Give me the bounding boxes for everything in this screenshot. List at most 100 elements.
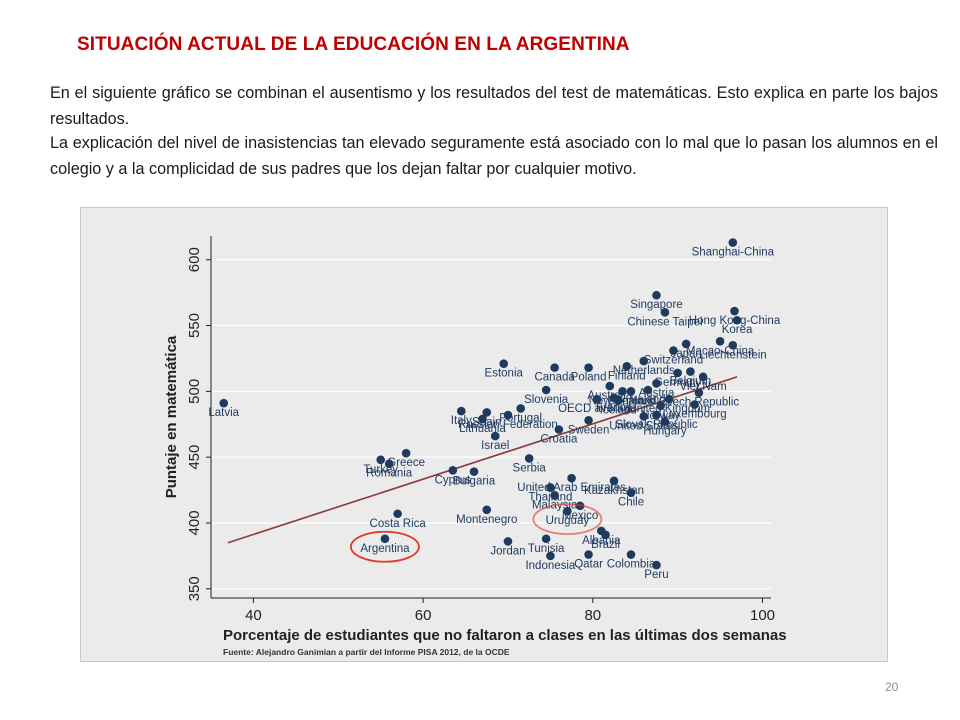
point-label-korea: Korea: [722, 324, 753, 336]
point-label-costa-rica: Costa Rica: [370, 518, 427, 530]
point-united-states: [639, 412, 649, 421]
x-tick-label: 100: [750, 607, 775, 624]
point-label-viet-nam: Viet Nam: [680, 381, 727, 393]
point-label-germany: Germany: [654, 377, 702, 389]
point-label-greece: Greece: [387, 457, 425, 469]
point-russian-federation: [503, 410, 513, 420]
point-label-new-zealand: New Zealand: [589, 395, 657, 407]
point-label-serbia: Serbia: [513, 462, 547, 474]
point-jordan: [503, 537, 513, 546]
point-austria: [652, 379, 661, 388]
point-label-iceland: Iceland: [600, 405, 637, 417]
point-viet-nam: [698, 372, 708, 382]
y-tick-label: 450: [186, 445, 203, 470]
point-singapore: [652, 290, 661, 300]
y-axis-title: Puntaje en matemática: [163, 335, 180, 498]
point-canada: [550, 363, 559, 372]
point-portugal: [516, 404, 525, 413]
point-label-oecd-average: OECD average: [558, 403, 636, 415]
point-label-finland: Finland: [608, 370, 646, 382]
highlight-circle-uruguay: [532, 503, 603, 536]
point-kazakhstan: [609, 476, 619, 486]
point-label-japan: Japan: [670, 348, 701, 360]
point-colombia: [626, 550, 636, 559]
point-peru: [652, 560, 661, 570]
point-slovak-republic: [652, 410, 661, 420]
y-tick-label: 550: [186, 313, 203, 338]
point-ireland: [643, 385, 653, 395]
highlight-circle-argentina: [350, 530, 420, 563]
point-greece: [401, 448, 411, 458]
point-turkey: [376, 455, 385, 465]
page-number: 20: [885, 680, 899, 694]
trend-line: [227, 376, 738, 544]
point-germany: [673, 368, 682, 378]
point-hong-kong-china: [730, 306, 739, 316]
point-united-arab-emirates: [567, 473, 576, 483]
point-label-indonesia: Indonesia: [525, 560, 575, 572]
point-label-lithuania: Lithuania: [459, 423, 506, 435]
point-uruguay: [563, 506, 572, 516]
y-tick-label: 500: [186, 379, 203, 404]
x-tick-label: 60: [415, 607, 432, 624]
point-label-qatar: Qatar: [574, 559, 603, 571]
y-tick-label: 600: [186, 247, 203, 272]
point-label-france: France: [596, 402, 632, 414]
y-tick-label: 400: [186, 510, 203, 535]
point-label-luxembourg: Luxembourg: [663, 408, 727, 420]
point-brazil: [601, 530, 610, 540]
point-label-canada: Canada: [534, 372, 575, 384]
point-oecd-average: [592, 394, 602, 404]
point-japan: [681, 339, 691, 349]
x-tick-label: 40: [245, 607, 262, 624]
explanation-paragraph: La explicación del nivel de inasistencia…: [50, 134, 938, 178]
point-bulgaria: [469, 467, 479, 476]
point-label-sweden: Sweden: [568, 424, 610, 436]
chart-canvas: 350 400 450 500 550 600 40 60 80 100 Puntaje en ma…: [163, 236, 787, 657]
point-label-colombia: Colombia: [607, 559, 656, 571]
point-label-ireland: Ireland: [630, 394, 665, 406]
point-label-liechtenstein: Liechtenstein: [699, 349, 767, 361]
point-label-cyprus: Cyprus: [435, 474, 472, 486]
point-sweden: [584, 415, 593, 425]
plot-area: [211, 236, 771, 598]
point-label-romania: Romania: [366, 468, 413, 480]
point-label-shanghai-china: Shanghai-China: [692, 247, 775, 259]
point-spain: [482, 408, 492, 417]
point-netherlands: [639, 356, 649, 366]
point-label-jordan: Jordan: [490, 545, 525, 557]
point-label-kazakhstan: Kazakhstan: [584, 485, 644, 497]
point-denmark: [626, 387, 636, 396]
point-label-latvia: Latvia: [208, 407, 239, 419]
point-label-united-kingdom: United Kingdom: [628, 403, 710, 415]
point-serbia: [524, 454, 534, 463]
point-croatia: [554, 425, 564, 434]
point-label-slovak-republic: Slovak Republic: [615, 419, 698, 431]
point-label-slovenia: Slovenia: [524, 394, 569, 406]
slide-title: SITUACIÓN ACTUAL DE LA EDUCACIÓN EN LA A…: [77, 34, 630, 55]
point-label-macao-china: Macao-China: [686, 345, 755, 357]
point-label-singapore: Singapore: [630, 299, 682, 311]
point-costa-rica: [393, 509, 402, 519]
scatter-chart: 350 400 450 500 550 600 40 60 80 100 Puntaje en ma…: [80, 207, 888, 662]
point-tunisia: [541, 534, 551, 544]
point-montenegro: [482, 505, 492, 515]
point-label-estonia: Estonia: [485, 368, 524, 380]
point-label-switzerland: Switzerland: [644, 355, 703, 367]
point-label-argentina: Argentina: [360, 543, 410, 555]
point-norway: [656, 401, 665, 411]
point-label-chinese-taipei: Chinese Taipei: [627, 316, 702, 328]
point-hungary: [660, 417, 670, 426]
point-label-hungary: Hungary: [643, 426, 687, 438]
point-label-montenegro: Montenegro: [456, 514, 517, 526]
point-label-israel: Israel: [481, 440, 509, 452]
intro-paragraph: En el siguiente gráfico se combinan el a…: [50, 84, 938, 128]
point-cyprus: [448, 466, 458, 475]
point-argentina: [380, 534, 390, 544]
point-label-italy: Italy: [451, 415, 472, 427]
point-thailand: [546, 483, 555, 492]
x-axis-title: Porcentaje de estudiantes que no faltaro…: [223, 627, 787, 644]
point-liechtenstein: [728, 340, 738, 350]
point-latvia: [219, 398, 229, 408]
point-switzerland: [669, 346, 678, 355]
